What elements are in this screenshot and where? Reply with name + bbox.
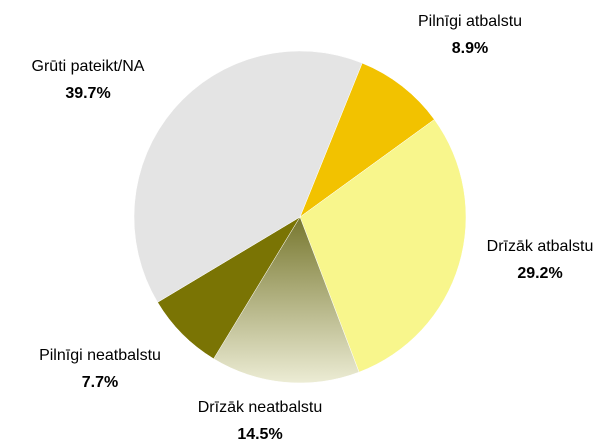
slice-value-label: 14.5%	[237, 426, 282, 443]
slice-label: Drīzāk atbalstu	[487, 238, 594, 255]
slice-label: Pilnīgi atbalstu	[418, 13, 522, 30]
pie-slice	[299, 62, 435, 218]
pie-slice	[133, 50, 363, 303]
pie-slice	[213, 216, 360, 384]
slice-value-label: 7.7%	[82, 374, 118, 391]
slice-label: Pilnīgi neatbalstu	[39, 347, 161, 364]
pie-slice	[299, 119, 467, 373]
slice-value-label: 29.2%	[517, 265, 562, 282]
slice-label: Grūti pateikt/NA	[32, 58, 145, 75]
slice-label: Drīzāk neatbalstu	[198, 399, 323, 416]
slice-value-label: 39.7%	[65, 85, 110, 102]
slice-value-label: 8.9%	[452, 40, 488, 57]
